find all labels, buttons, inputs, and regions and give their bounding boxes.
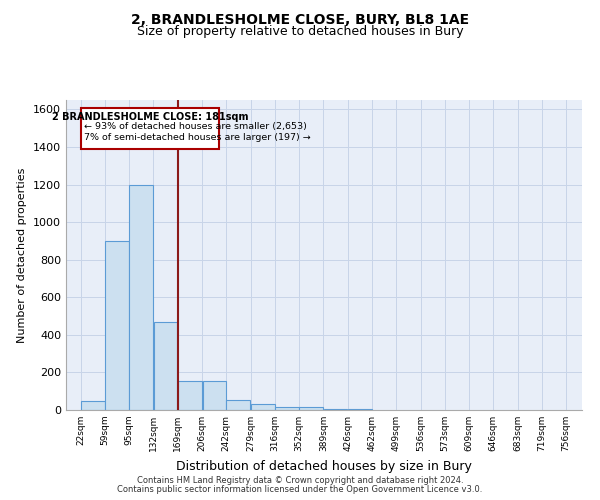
Bar (154, 322, 178, 410)
Bar (299, 407, 323, 410)
Text: 7% of semi-detached houses are larger (197) →: 7% of semi-detached houses are larger (1… (84, 133, 311, 142)
Y-axis label: Number of detached properties: Number of detached properties (17, 168, 28, 342)
Text: Contains public sector information licensed under the Open Government Licence v3: Contains public sector information licen… (118, 485, 482, 494)
Bar (129, 184, 153, 410)
Text: 2 BRANDLESHOLME CLOSE: 181sqm: 2 BRANDLESHOLME CLOSE: 181sqm (52, 112, 248, 122)
Bar (178, 381, 202, 410)
Bar (203, 381, 226, 410)
Text: Size of property relative to detached houses in Bury: Size of property relative to detached ho… (137, 25, 463, 38)
Bar (226, 400, 250, 410)
Bar (106, 241, 129, 410)
Text: Contains HM Land Registry data © Crown copyright and database right 2024.: Contains HM Land Registry data © Crown c… (137, 476, 463, 485)
Text: ← 93% of detached houses are smaller (2,653): ← 93% of detached houses are smaller (2,… (84, 122, 307, 130)
Bar (275, 407, 299, 410)
FancyBboxPatch shape (80, 108, 220, 149)
Bar (323, 409, 347, 410)
Text: 2, BRANDLESHOLME CLOSE, BURY, BL8 1AE: 2, BRANDLESHOLME CLOSE, BURY, BL8 1AE (131, 12, 469, 26)
Bar (81, 400, 105, 410)
Bar (251, 404, 275, 410)
Bar (348, 409, 372, 410)
X-axis label: Distribution of detached houses by size in Bury: Distribution of detached houses by size … (176, 460, 472, 472)
